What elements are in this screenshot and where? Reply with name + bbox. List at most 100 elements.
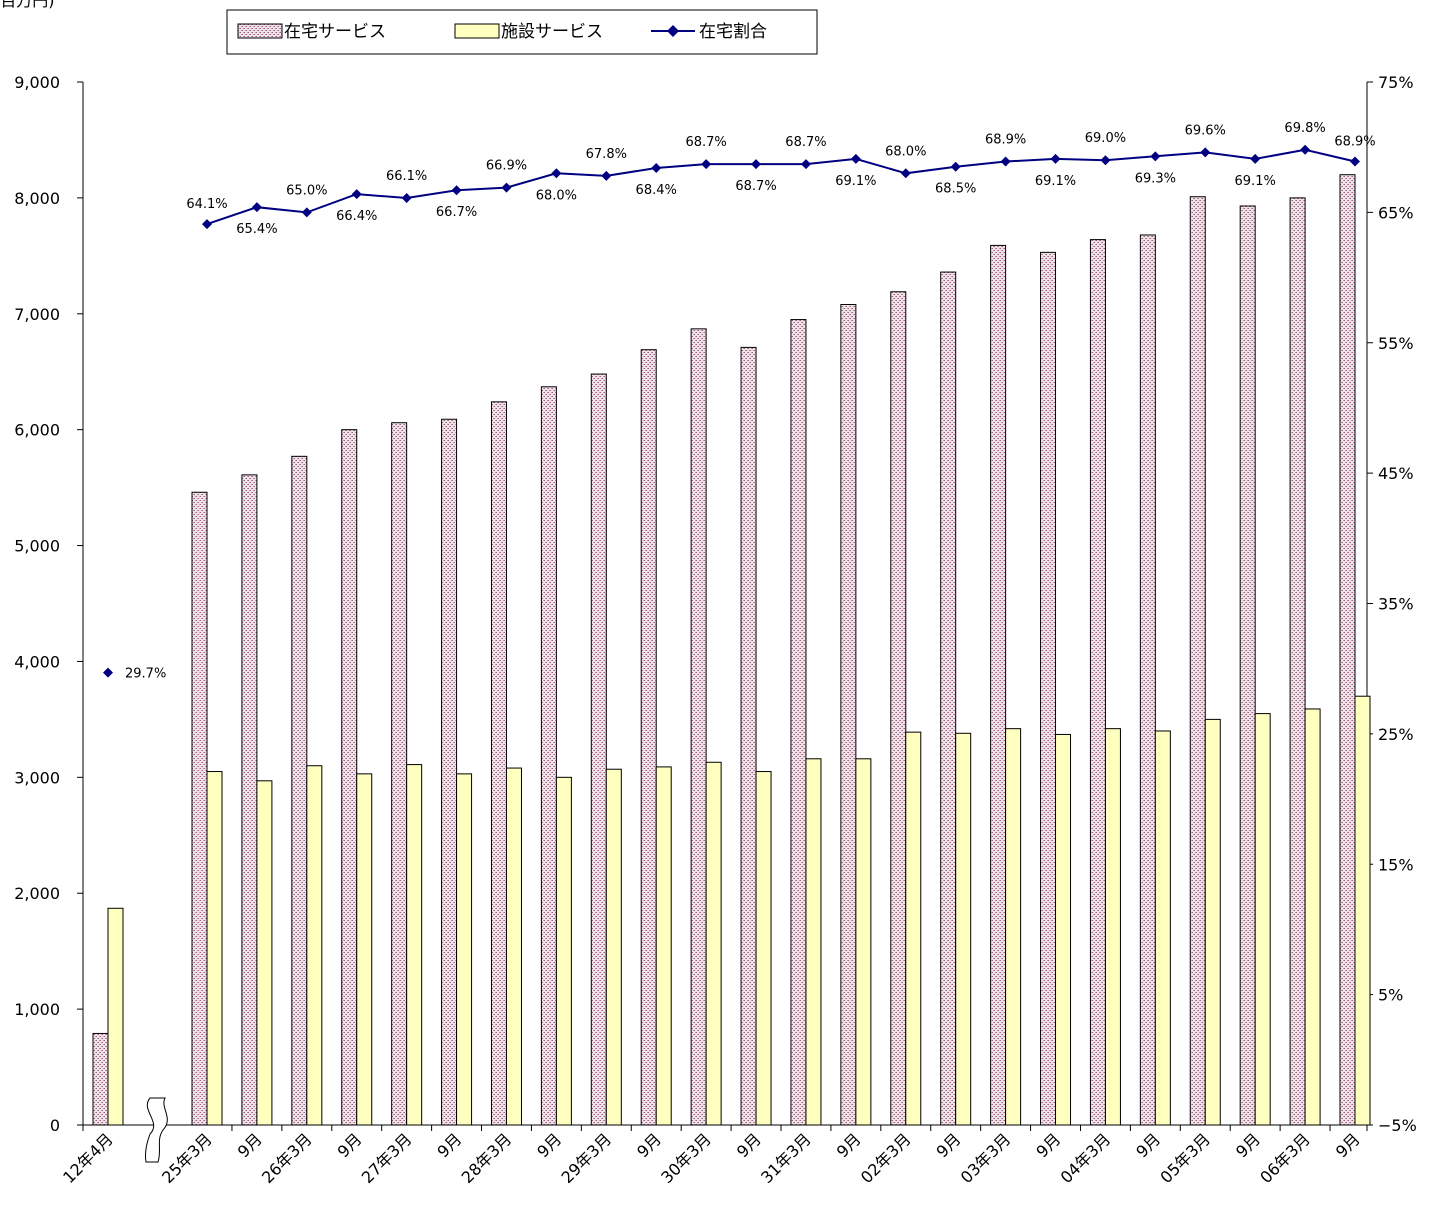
left-tick-label: 3,000 — [14, 768, 60, 787]
ratio-marker — [751, 159, 762, 170]
ratio-marker — [1100, 155, 1111, 166]
ratio-data-label: 66.1% — [386, 169, 427, 184]
legend-label-facility-service: 施設サービス — [501, 22, 603, 42]
ratio-marker — [1000, 156, 1011, 167]
ratio-data-label: 66.9% — [486, 159, 527, 174]
left-tick-label: 8,000 — [14, 189, 60, 208]
ratio-data-label: 68.0% — [885, 144, 926, 159]
legend-label-home-ratio: 在宅割合 — [699, 22, 767, 42]
ratio-marker — [651, 163, 662, 174]
x-tick-label: 9月 — [933, 1129, 965, 1161]
ratio-data-label: 65.4% — [236, 222, 277, 237]
bar-home-service — [1239, 205, 1256, 1126]
bar-facility-service — [955, 732, 972, 1126]
bar-facility-service — [755, 771, 772, 1126]
bar-home-service — [540, 386, 557, 1126]
x-tick-label: 29年3月 — [557, 1129, 615, 1187]
bar-facility-service — [256, 780, 273, 1126]
legend-frame — [226, 9, 818, 55]
bar-facility-service — [1304, 708, 1321, 1126]
ratio-data-label: 68.9% — [985, 133, 1026, 148]
right-tick-label: 35% — [1378, 595, 1414, 614]
ratio-data-label: 68.7% — [785, 135, 826, 150]
ratio-data-label: 69.1% — [835, 174, 876, 189]
right-tick-label: 65% — [1378, 203, 1414, 222]
x-tick-label: 9月 — [633, 1129, 665, 1161]
ratio-data-label: 67.8% — [586, 147, 627, 162]
ratio-data-label: 69.8% — [1284, 121, 1325, 136]
ratio-marker — [900, 168, 911, 179]
x-tick-label: 9月 — [833, 1129, 865, 1161]
bar-facility-service — [705, 761, 722, 1126]
bar-facility-service — [805, 758, 822, 1126]
bar-home-service — [1189, 196, 1206, 1126]
bar-facility-service — [655, 766, 672, 1126]
ratio-marker — [1300, 144, 1311, 155]
bar-home-service — [640, 349, 657, 1126]
ratio-marker — [501, 182, 512, 193]
x-tick-label: 28年3月 — [458, 1129, 516, 1187]
ratio-marker — [950, 161, 961, 172]
ratio-data-label: 69.0% — [1085, 131, 1126, 146]
x-tick-label: 9月 — [1032, 1129, 1064, 1161]
x-tick-label: 9月 — [433, 1129, 465, 1161]
x-tick-label: 9月 — [234, 1129, 266, 1161]
right-tick-label: 45% — [1378, 464, 1414, 483]
right-tick-label: 55% — [1378, 334, 1414, 353]
x-tick-label: 02年3月 — [857, 1129, 915, 1187]
left-tick-label: 5,000 — [14, 537, 60, 556]
bar-home-service — [291, 455, 308, 1126]
x-tick-label: 9月 — [334, 1129, 366, 1161]
ratio-line — [103, 144, 1360, 678]
x-tick-label: 30年3月 — [657, 1129, 715, 1187]
x-tick-label: 03年3月 — [957, 1129, 1015, 1187]
bar-home-service — [1289, 197, 1306, 1126]
bar-home-service — [391, 422, 408, 1126]
ratio-marker — [1250, 153, 1261, 164]
bar-home-service — [940, 271, 957, 1126]
ratio-data-label: 66.7% — [436, 205, 477, 220]
x-tick-label: 25年3月 — [158, 1129, 216, 1187]
ratio-data-label: 68.7% — [735, 179, 776, 194]
ratio-data-label: 68.7% — [685, 135, 726, 150]
ratio-data-label: 29.7% — [125, 667, 166, 682]
bar-home-service — [590, 373, 607, 1126]
bar-home-service — [1089, 239, 1106, 1126]
left-tick-label: 1,000 — [14, 1000, 60, 1019]
right-tick-label: 5% — [1378, 986, 1403, 1005]
bar-home-service — [990, 244, 1007, 1126]
left-tick-label: 9,000 — [14, 73, 60, 92]
bar-facility-service — [605, 768, 622, 1126]
x-tick-label: 06年3月 — [1256, 1129, 1314, 1187]
left-tick-label: 4,000 — [14, 652, 60, 671]
left-tick-label: 7,000 — [14, 305, 60, 324]
bar-home-service — [92, 1032, 109, 1126]
bar-home-service — [1139, 234, 1156, 1126]
ratio-marker — [1350, 156, 1360, 167]
ratio-marker — [601, 170, 612, 181]
bar-home-service — [241, 474, 258, 1126]
left-tick-label: 6,000 — [14, 421, 60, 440]
x-tick-label: 9月 — [533, 1129, 565, 1161]
bar-facility-service — [1204, 718, 1221, 1126]
x-tick-label: 9月 — [1232, 1129, 1264, 1161]
right-tick-label: 15% — [1378, 855, 1414, 874]
ratio-data-label: 69.6% — [1185, 123, 1226, 138]
x-tick-label: 26年3月 — [258, 1129, 316, 1187]
ratio-marker — [1200, 147, 1211, 158]
ratio-marker — [850, 153, 861, 164]
bar-home-service — [1339, 174, 1356, 1126]
bar-facility-service — [905, 731, 922, 1126]
bar-facility-service — [406, 764, 423, 1126]
bar-home-service — [490, 401, 507, 1126]
ratio-data-label: 69.3% — [1135, 171, 1176, 186]
ratio-marker — [351, 189, 362, 200]
right-tick-label: 25% — [1378, 725, 1414, 744]
bar-facility-service — [306, 765, 323, 1126]
ratio-data-label: 69.1% — [1035, 174, 1076, 189]
x-tick-label: 9月 — [733, 1129, 765, 1161]
ratio-marker — [1150, 151, 1161, 162]
ratio-marker — [1050, 153, 1061, 164]
